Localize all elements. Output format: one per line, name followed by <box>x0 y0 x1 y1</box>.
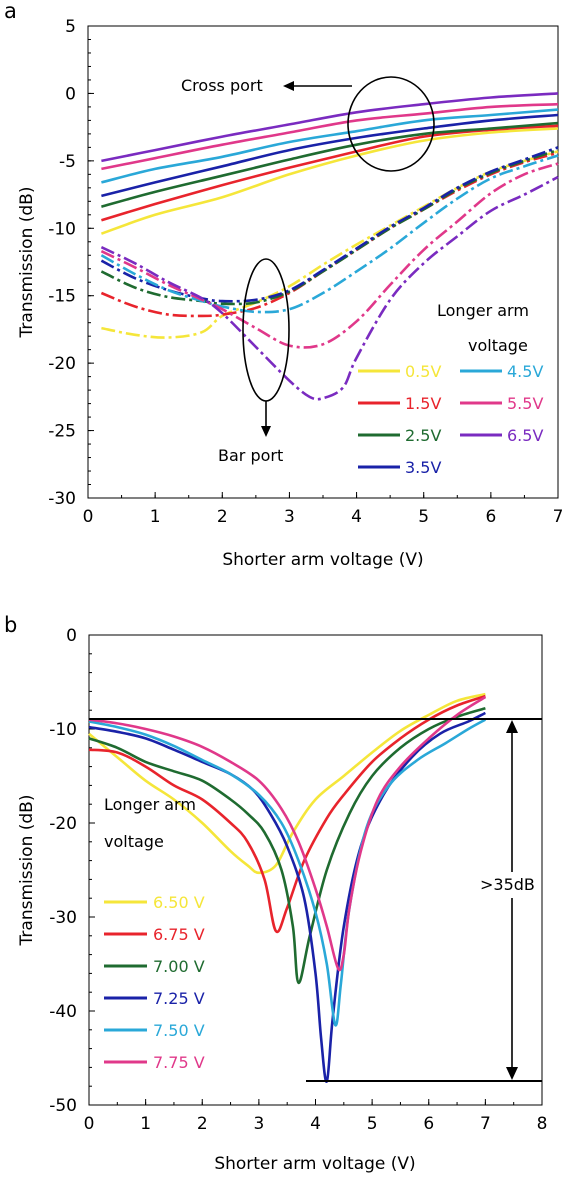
range-arrowhead-down <box>506 1067 518 1080</box>
legend-label: 7.00 V <box>153 957 205 976</box>
legend-label: 6.75 V <box>153 925 205 944</box>
x-tick-label: 4 <box>310 1114 321 1134</box>
bar-port-series-line <box>101 150 559 339</box>
y-ticks-a: 5 0 -5 -10 -15 -20 -25 -30 <box>48 17 94 509</box>
y-tick-label: -50 <box>49 1096 77 1116</box>
y-tick-label: 0 <box>66 626 77 646</box>
legend-label: 2.5V <box>405 426 441 445</box>
bar-port-ellipse <box>242 258 290 402</box>
range-label: >35dB <box>480 875 535 894</box>
cross-port-series-line <box>101 92 559 163</box>
y-tick-label: -5 <box>59 152 76 172</box>
x-tick-label: 4 <box>351 507 362 527</box>
x-tick-label: 6 <box>485 507 496 527</box>
range-arrowhead-up <box>506 720 518 733</box>
series-lines-b <box>88 692 487 1083</box>
cross-port-label: Cross port <box>181 76 263 95</box>
panel-label-b: b <box>4 613 17 637</box>
panel-label-a: a <box>4 0 17 23</box>
legend-title-line2-a: voltage <box>468 336 528 355</box>
legend-label: 4.5V <box>507 362 543 381</box>
x-tick-label: 0 <box>83 507 94 527</box>
y-tick-label: -10 <box>48 219 76 239</box>
y-tick-label: -40 <box>49 1002 77 1022</box>
legend-label: 0.5V <box>405 362 441 381</box>
x-tick-label: 8 <box>537 1114 548 1134</box>
y-tick-label: 0 <box>65 84 76 104</box>
legend-title-line1-a: Longer arm <box>437 301 529 320</box>
x-tick-label: 5 <box>367 1114 378 1134</box>
bar-port-series-line <box>100 146 559 303</box>
cross-port-series-line <box>101 108 559 184</box>
y-tick-label: -30 <box>48 489 76 509</box>
x-tick-label: 3 <box>284 507 295 527</box>
bar-port-series-line <box>100 162 559 349</box>
legend-label: 6.5V <box>507 426 543 445</box>
y-tick-label: -30 <box>49 908 77 928</box>
y-axis-label-a: Transmission (dB) <box>17 187 37 339</box>
series-line <box>88 695 487 972</box>
legend-title-line2-b: voltage <box>104 832 164 851</box>
legend-label: 6.50 V <box>153 893 205 912</box>
cross-port-series-line <box>101 124 559 222</box>
series-line <box>88 692 486 875</box>
x-tick-label: 6 <box>423 1114 434 1134</box>
bar-port-arrowhead <box>261 426 271 437</box>
cross-port-series-line <box>101 121 559 208</box>
x-tick-label: 0 <box>84 1114 95 1134</box>
x-tick-label: 1 <box>150 507 161 527</box>
chart-panel-a: a 5 0 -5 -10 -15 -20 -25 -30 0 1 2 3 4 5 6 7 Cross por… <box>4 0 563 570</box>
chart-panel-b: b 0 -10 -20 -30 -40 -50 0 1 2 3 4 5 6 7 8 >35dB Longe… <box>4 613 547 1174</box>
legend-title-line1-b: Longer arm <box>104 795 196 814</box>
bar-port-series-line <box>100 154 559 314</box>
cross-port-series-line <box>101 113 559 198</box>
series-line <box>88 718 487 1027</box>
legend-label: 7.75 V <box>153 1053 205 1072</box>
x-axis-label-b: Shorter arm voltage (V) <box>214 1154 415 1174</box>
y-tick-label: -20 <box>49 814 77 834</box>
y-ticks-b: 0 -10 -20 -30 -40 -50 <box>49 626 95 1116</box>
series-lines-a <box>100 92 559 401</box>
series-line <box>88 707 486 985</box>
legend-label: 7.25 V <box>153 989 205 1008</box>
cross-port-ellipse <box>347 76 435 172</box>
x-tick-label: 2 <box>217 507 228 527</box>
x-tick-label: 5 <box>418 507 429 527</box>
x-ticks-a: 0 1 2 3 4 5 6 7 <box>83 492 564 527</box>
y-tick-label: -15 <box>48 287 76 307</box>
series-line <box>88 711 486 1083</box>
legend-label: 1.5V <box>405 394 441 413</box>
series-line <box>88 694 486 934</box>
legend-a: 0.5V 1.5V 2.5V 3.5V 4.5V 5.5V 6.5V <box>358 362 543 477</box>
x-tick-label: 1 <box>140 1114 151 1134</box>
y-tick-label: -25 <box>48 422 76 442</box>
legend-label: 7.50 V <box>153 1021 205 1040</box>
cross-port-arrowhead <box>283 81 294 91</box>
y-tick-label: 5 <box>65 17 76 37</box>
bar-port-label: Bar port <box>218 446 283 465</box>
legend-label: 5.5V <box>507 394 543 413</box>
y-axis-label-b: Transmission (dB) <box>17 795 37 947</box>
bar-port-series-line <box>100 175 559 401</box>
x-tick-label: 7 <box>553 507 564 527</box>
x-tick-label: 7 <box>480 1114 491 1134</box>
x-ticks-b: 0 1 2 3 4 5 6 7 8 <box>84 1099 548 1134</box>
cross-port-series-line <box>100 127 559 235</box>
x-axis-label-a: Shorter arm voltage (V) <box>222 550 423 570</box>
y-tick-label: -20 <box>48 354 76 374</box>
y-tick-label: -10 <box>49 720 77 740</box>
x-tick-label: 2 <box>197 1114 208 1134</box>
legend-label: 3.5V <box>405 458 441 477</box>
legend-b: 6.50 V 6.75 V 7.00 V 7.25 V 7.50 V 7.75 V <box>104 893 205 1072</box>
x-tick-label: 3 <box>253 1114 264 1134</box>
cross-port-series-line <box>101 102 559 171</box>
